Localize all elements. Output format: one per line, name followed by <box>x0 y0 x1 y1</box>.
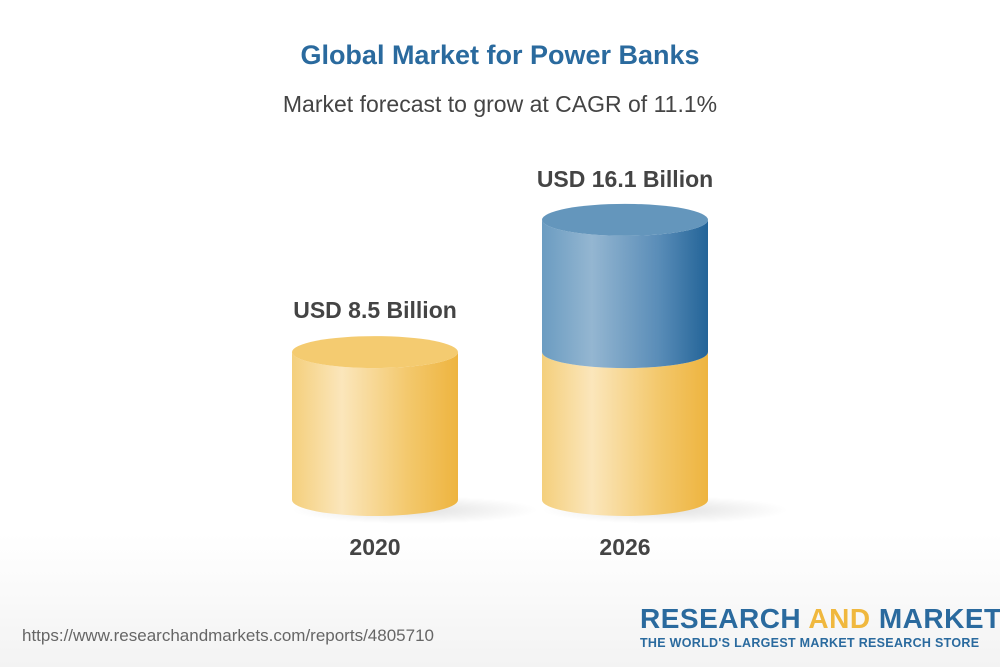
data-label-2020: USD 8.5 Billion <box>293 297 457 323</box>
cylinder-top-2026 <box>542 203 708 236</box>
cylinder-top-2020 <box>292 336 458 369</box>
logo-word: AND <box>808 603 871 634</box>
logo-word: RESEARCH <box>640 603 802 634</box>
data-label-2026: USD 16.1 Billion <box>537 166 713 192</box>
chart-title: Global Market for Power Banks <box>300 40 700 70</box>
research-and-markets-logo: RESEARCH AND MARKETS THE WORLD'S LARGEST… <box>640 603 1000 650</box>
category-label-2026: 2026 <box>599 534 650 560</box>
logo-word: MARKETS <box>878 603 1000 634</box>
cylinder-growth-segment-2026 <box>542 219 708 369</box>
logo-tagline: THE WORLD'S LARGEST MARKET RESEARCH STOR… <box>640 636 980 650</box>
chart-subtitle: Market forecast to grow at CAGR of 11.1% <box>282 91 718 117</box>
source-url[interactable]: https://www.researchandmarkets.com/repor… <box>22 626 434 645</box>
cylinder-base-segment-2026 <box>542 352 708 516</box>
cylinder-body-2020 <box>292 352 458 516</box>
category-label-2020: 2020 <box>349 534 400 560</box>
